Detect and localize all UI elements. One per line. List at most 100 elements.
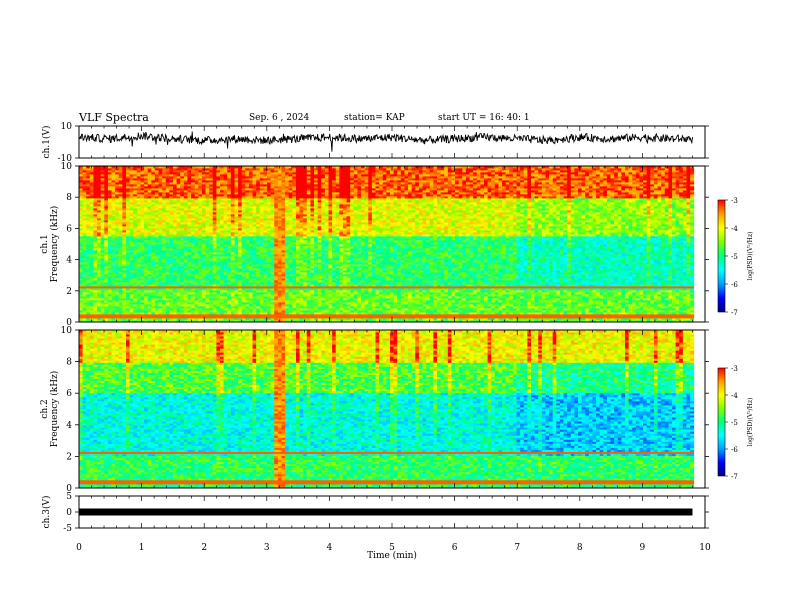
spectrogram-ch1-cell xyxy=(126,204,131,207)
spectrogram-ch1-cell xyxy=(180,262,185,265)
spectrogram-ch1-cell xyxy=(220,258,225,261)
spectrogram-ch1-cell xyxy=(165,230,170,233)
spectrogram-ch1-cell xyxy=(238,274,243,277)
spectrogram-ch1-cell xyxy=(136,220,141,223)
spectrogram-ch1-cell xyxy=(93,180,98,183)
spectrogram-ch1-cell xyxy=(97,192,102,195)
spectrogram-ch1-cell xyxy=(136,244,141,247)
spectrogram-ch1-cell xyxy=(241,266,246,269)
spectrogram-ch1-cell xyxy=(194,280,199,283)
spectrogram-ch1-cell xyxy=(115,320,120,323)
spectrogram-ch1-cell xyxy=(173,170,178,173)
spectrogram-ch1-cell xyxy=(234,298,239,301)
spectrogram-ch1-cell xyxy=(115,256,120,259)
spectrogram-ch1-cell xyxy=(227,316,232,319)
spectrogram-ch1-cell xyxy=(97,258,102,261)
spectrogram-ch1-cell xyxy=(245,296,250,299)
spectrogram-ch1-cell xyxy=(223,172,228,175)
spectrogram-ch1-cell xyxy=(241,166,246,169)
spectrogram-ch1-cell xyxy=(169,220,174,223)
spectrogram-ch1-cell xyxy=(104,222,109,225)
spectrogram-ch1-cell xyxy=(147,230,152,233)
spectrogram-ch1-cell xyxy=(212,212,217,215)
spectrogram-ch1-cell xyxy=(173,314,178,317)
spectrogram-ch1-cell xyxy=(140,240,145,243)
spectrogram-ch1-cell xyxy=(165,256,170,259)
spectrogram-ch1-cell xyxy=(173,240,178,243)
spectrogram-ch1-cell xyxy=(194,234,199,237)
spectrogram-ch1-cell xyxy=(154,314,159,317)
spectrogram-ch1-cell xyxy=(126,266,131,269)
spectrogram-ch1-cell xyxy=(162,210,167,213)
spectrogram-ch1-cell xyxy=(133,236,138,239)
spectrogram-ch1-cell xyxy=(201,222,206,225)
spectrogram-ch1-cell xyxy=(176,204,181,207)
spectrogram-ch1-cell xyxy=(169,230,174,233)
spectrogram-ch1-cell xyxy=(209,184,214,187)
spectrogram-ch1-cell xyxy=(93,302,98,305)
spectrogram-ch1-cell xyxy=(133,292,138,295)
spectrogram-ch1-cell xyxy=(245,234,250,237)
spectrogram-ch1-cell xyxy=(212,192,217,195)
spectrogram-ch1-cell xyxy=(165,218,170,221)
spectrogram-ch1-cell xyxy=(151,248,156,251)
spectrogram-ch1-cell xyxy=(245,300,250,303)
spectrogram-ch1-cell xyxy=(107,200,112,203)
spectrogram-ch1-cell xyxy=(205,258,210,261)
spectrogram-ch1-cell xyxy=(97,250,102,253)
spectrogram-ch1-cell xyxy=(154,308,159,311)
spectrogram-ch1-cell xyxy=(126,208,131,211)
spectrogram-ch1-cell xyxy=(115,240,120,243)
spectrogram-ch1-cell xyxy=(209,260,214,263)
spectrogram-ch1-cell xyxy=(241,250,246,253)
spectrogram-ch1-cell xyxy=(180,254,185,257)
spectrogram-ch1-cell xyxy=(93,246,98,249)
spectrogram-ch1-cell xyxy=(136,320,141,323)
spectrogram-ch1-cell xyxy=(107,226,112,229)
spectrogram-ch1-cell xyxy=(136,306,141,309)
spectrogram-ch1-cell xyxy=(93,250,98,253)
spectrogram-ch1-cell xyxy=(107,306,112,309)
spectrogram-ch1-cell xyxy=(122,208,127,211)
spectrogram-ch1-cell xyxy=(201,244,206,247)
spectrogram-ch1-cell xyxy=(227,238,232,241)
spectrogram-ch1-cell xyxy=(97,232,102,235)
spectrogram-ch1-cell xyxy=(158,290,163,293)
spectrogram-ch1-cell xyxy=(93,196,98,199)
spectrogram-ch1-cell xyxy=(173,248,178,251)
spectrogram-ch1-cell xyxy=(201,274,206,277)
spectrogram-ch1-cell xyxy=(162,262,167,265)
spectrogram-ch1-cell xyxy=(234,192,239,195)
spectrogram-ch1-cell xyxy=(86,186,91,189)
spectrogram-ch1-cell xyxy=(107,216,112,219)
spectrogram-ch1-cell xyxy=(118,228,123,231)
spectrogram-ch1-cell xyxy=(223,202,228,205)
spectrogram-ch1-cell xyxy=(140,276,145,279)
spectrogram-ch1-cell xyxy=(176,286,181,289)
spectrogram-ch1-cell xyxy=(212,320,217,323)
spectrogram-ch1-cell xyxy=(227,290,232,293)
spectrogram-ch1-cell xyxy=(227,298,232,301)
spectrogram-ch1-cell xyxy=(173,312,178,315)
spectrogram-ch1-cell xyxy=(205,242,210,245)
spectrogram-ch1-cell xyxy=(180,280,185,283)
spectrogram-ch1-cell xyxy=(205,306,210,309)
spectrogram-ch1-cell xyxy=(126,194,131,197)
spectrogram-ch1-cell xyxy=(115,308,120,311)
spectrogram-ch1-cell xyxy=(227,306,232,309)
spectrogram-ch1-cell xyxy=(104,264,109,267)
spectrogram-ch1-cell xyxy=(100,288,105,291)
spectrogram-ch1-cell xyxy=(89,244,94,247)
spectrogram-ch1-cell xyxy=(234,226,239,229)
spectrogram-ch1-cell xyxy=(133,238,138,241)
spectrogram-ch1-cell xyxy=(107,260,112,263)
spectrogram-ch1-cell xyxy=(144,274,149,277)
spectrogram-ch1-cell xyxy=(212,258,217,261)
spectrogram-ch1-cell xyxy=(223,174,228,177)
spectrogram-ch1-cell xyxy=(93,310,98,313)
spectrogram-ch1-cell xyxy=(86,300,91,303)
spectrogram-ch1-cell xyxy=(169,296,174,299)
spectrogram-ch1-cell xyxy=(241,172,246,175)
spectrogram-ch1-cell xyxy=(162,242,167,245)
spectrogram-ch1-cell xyxy=(234,272,239,275)
